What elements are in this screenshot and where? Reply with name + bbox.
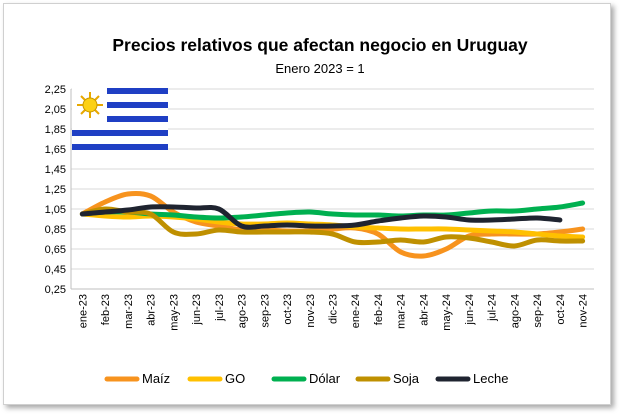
legend-label: Leche [473, 371, 508, 386]
chart-title: Precios relativos que afectan negocio en… [112, 35, 528, 55]
y-tick-label: 1,85 [45, 124, 66, 136]
x-tick-label: may-23 [168, 294, 180, 331]
x-tick-label: oct-23 [282, 294, 294, 325]
x-tick-label: nov-24 [578, 294, 590, 328]
x-tick-label: abr-23 [146, 294, 158, 326]
legend-label: Dólar [309, 371, 341, 386]
series-line-2 [79, 200, 586, 221]
line-chart: Precios relativos que afectan negocio en… [45, 35, 594, 386]
legend: Maíz GO Dólar Soja Leche [104, 371, 508, 386]
y-tick-label: 0,25 [45, 284, 66, 296]
x-tick-label: nov-23 [305, 294, 317, 328]
x-tick-label: ago-23 [237, 294, 249, 328]
y-tick-label: 1,05 [45, 204, 66, 216]
y-tick-label: 1,25 [45, 184, 66, 196]
y-tick-label: 1,65 [45, 144, 66, 156]
x-tick-label: may-24 [441, 294, 453, 331]
x-tick-label: dic-23 [328, 294, 340, 324]
series-line-4 [79, 204, 563, 230]
x-tick-label: jul-23 [214, 294, 226, 322]
y-tick-label: 0,85 [45, 224, 66, 236]
y-tick-label: 2,25 [45, 84, 66, 96]
y-axis: 0,25 0,45 0,65 0,85 1,05 1,25 1,45 1,65 1,85 2,05… [45, 84, 72, 296]
x-tick-label: jun-24 [464, 294, 476, 326]
x-tick-label: ene-23 [77, 294, 89, 328]
x-axis: ene-23 feb-23 mar-23 abr-23 may-23 jun-23 jul-… [71, 288, 594, 331]
y-tick-label: 0,45 [45, 264, 66, 276]
x-tick-label: mar-24 [396, 294, 408, 329]
x-tick-label: sep-23 [259, 294, 271, 328]
series-line-3 [79, 206, 586, 249]
uruguay-flag-icon [72, 88, 168, 152]
x-tick-label: feb-24 [373, 294, 385, 325]
x-tick-label: ago-24 [509, 294, 521, 328]
chart-subtitle: Enero 2023 = 1 [275, 61, 364, 76]
x-tick-label: jun-23 [191, 294, 203, 326]
y-tick-label: 2,05 [45, 104, 66, 116]
legend-label: Soja [393, 371, 420, 386]
x-tick-label: mar-23 [123, 294, 135, 329]
x-tick-label: ene-24 [350, 294, 362, 328]
x-tick-label: oct-24 [555, 294, 567, 325]
legend-label: Maíz [142, 371, 170, 386]
legend-label: GO [225, 371, 245, 386]
x-tick-label: abr-24 [418, 294, 430, 326]
y-tick-label: 1,45 [45, 164, 66, 176]
x-tick-label: feb-23 [100, 294, 112, 325]
y-tick-label: 0,65 [45, 244, 66, 256]
chart-frame: Precios relativos que afectan negocio en… [3, 3, 611, 405]
series-lines [79, 190, 586, 259]
x-tick-label: jul-24 [487, 294, 499, 322]
x-tick-label: sep-24 [532, 294, 544, 328]
